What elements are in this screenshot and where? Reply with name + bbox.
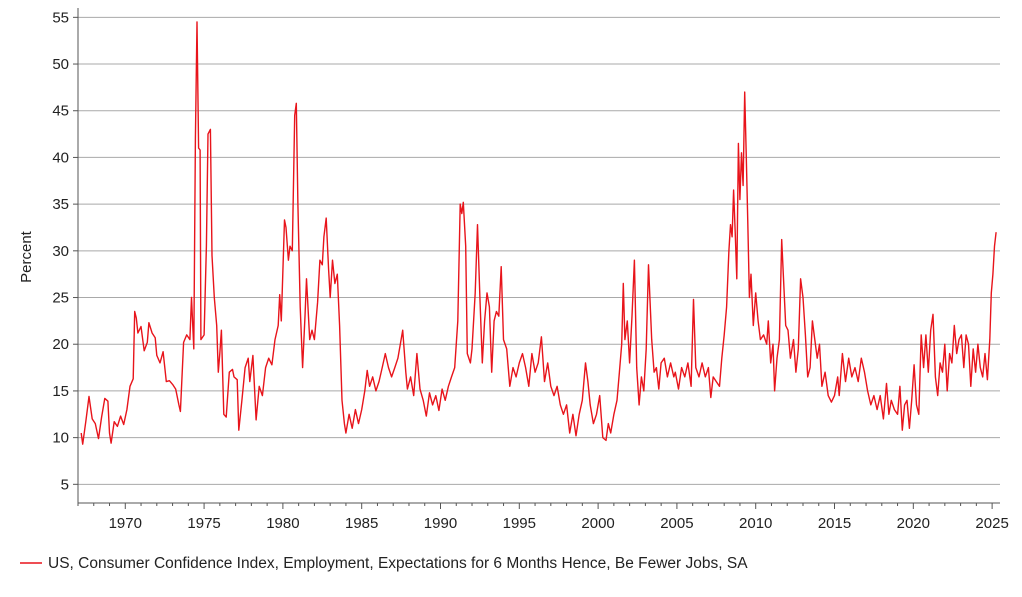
x-tick-label: 1975 [187, 515, 220, 532]
series-line-0 [80, 21, 997, 445]
series-layer [80, 21, 997, 445]
y-axis-ticks: 5 10 15 20 25 30 35 40 45 50 55 [52, 9, 78, 493]
y-tick-label: 5 [61, 476, 69, 493]
x-tick-label: 1995 [503, 515, 536, 532]
x-tick-label: 1970 [109, 515, 142, 532]
x-tick-label: 1985 [345, 515, 378, 532]
x-tick-label: 2015 [818, 515, 851, 532]
x-tick-label: 1990 [424, 515, 457, 532]
legend: US, Consumer Confidence Index, Employmen… [20, 555, 748, 572]
x-tick-label: 2005 [660, 515, 693, 532]
x-tick-label: 2010 [739, 515, 772, 532]
legend-label: US, Consumer Confidence Index, Employmen… [48, 555, 748, 572]
y-tick-label: 20 [52, 336, 69, 353]
y-tick-label: 35 [52, 196, 69, 213]
y-tick-label: 55 [52, 9, 69, 26]
y-tick-label: 50 [52, 56, 69, 73]
x-tick-label: 1980 [266, 515, 299, 532]
x-tick-label: 2000 [581, 515, 614, 532]
y-tick-label: 45 [52, 103, 69, 120]
y-tick-label: 30 [52, 243, 69, 260]
x-tick-label: 2025 [975, 515, 1008, 532]
y-tick-label: 40 [52, 149, 69, 166]
y-tick-label: 10 [52, 430, 69, 447]
y-tick-label: 25 [52, 290, 69, 307]
y-axis-title: Percent [18, 230, 35, 283]
x-axis-ticks: 1970 1975 1980 1985 1990 1995 2000 2005 2010 2015… [77, 503, 1009, 532]
x-tick-label: 2020 [897, 515, 930, 532]
y-tick-label: 15 [52, 383, 69, 400]
gridlines [78, 16, 1000, 485]
